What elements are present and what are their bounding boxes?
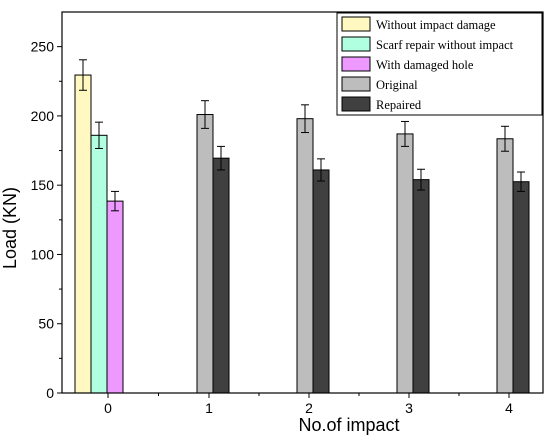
x-axis-title: No.of impact — [298, 415, 399, 435]
error-bar-2-0 — [111, 190, 119, 212]
legend-label-with-damaged-hole: With damaged hole — [376, 58, 474, 72]
x-tick-label-4: 4 — [505, 400, 513, 416]
error-bar-4-3 — [417, 168, 425, 191]
error-bar-0-0 — [79, 59, 87, 91]
error-bar-4-1 — [217, 145, 225, 171]
y-tick-label-50: 50 — [38, 316, 54, 332]
error-bars — [79, 59, 525, 212]
bar-with-damaged-hole-0 — [106, 200, 124, 394]
bar-repaired-2 — [312, 169, 330, 394]
error-bar-4-4 — [517, 171, 525, 192]
bar-repaired-3 — [412, 179, 430, 394]
error-bar-3-2 — [301, 104, 309, 134]
axes: 0 50 100 150 200 250 0 1 2 3 4 — [31, 11, 544, 416]
x-tick-label-1: 1 — [205, 400, 213, 416]
legend: Without impact damage Scarf repair withou… — [336, 12, 543, 116]
error-bar-3-3 — [401, 120, 409, 147]
bar-original-3 — [396, 133, 414, 394]
x-tick-label-0: 0 — [104, 400, 112, 416]
legend-swatch-with-damaged-hole — [341, 56, 371, 72]
x-tick-label-3: 3 — [405, 400, 413, 416]
bar-original-1 — [196, 114, 214, 394]
bars — [74, 74, 530, 394]
legend-label-original: Original — [376, 78, 418, 92]
legend-label-scarf-repair-without-impact: Scarf repair without impact — [376, 38, 514, 52]
y-tick-label-250: 250 — [31, 39, 55, 55]
y-tick-label-200: 200 — [31, 108, 55, 124]
bar-repaired-1 — [212, 157, 230, 394]
error-bar-3-1 — [201, 100, 209, 129]
y-axis-title: Load (KN) — [0, 187, 20, 269]
error-bar-1-0 — [95, 121, 103, 149]
bar-without-impact-damage-0 — [74, 74, 92, 394]
legend-label-without-impact-damage: Without impact damage — [376, 18, 496, 32]
legend-swatch-scarf-repair-without-impact — [341, 36, 371, 52]
plot-frame — [61, 11, 544, 394]
y-tick-label-0: 0 — [46, 385, 54, 401]
legend-swatch-without-impact-damage — [341, 16, 371, 32]
bar-scarf-repair-without-impact-0 — [90, 134, 108, 394]
legend-swatch-repaired — [341, 96, 371, 112]
y-tick-label-100: 100 — [31, 246, 55, 262]
error-bar-4-2 — [317, 158, 325, 182]
error-bar-3-4 — [501, 125, 509, 152]
legend-label-repaired: Repaired — [376, 98, 422, 112]
legend-box — [336, 12, 543, 116]
x-tick-label-2: 2 — [305, 400, 313, 416]
bar-original-2 — [296, 118, 314, 394]
bar-repaired-4 — [512, 181, 530, 394]
legend-swatch-original — [341, 76, 371, 92]
bar-original-4 — [496, 138, 514, 394]
y-tick-label-150: 150 — [31, 177, 55, 193]
